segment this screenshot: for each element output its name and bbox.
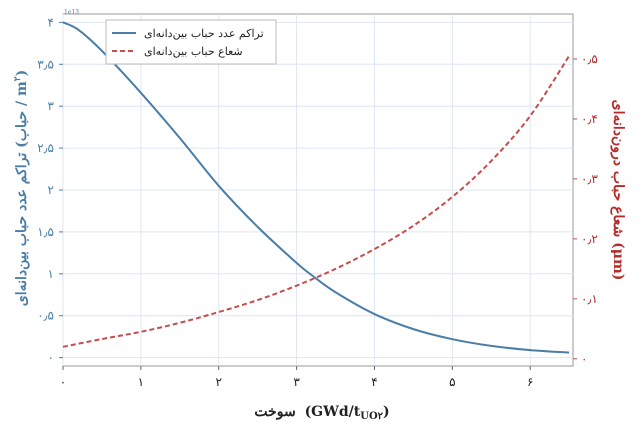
x-tick-label: ۴ [371,375,377,389]
x-tick-label: ۲ [215,375,221,389]
series-lines [62,21,570,354]
legend-label-density: تراکم عدد حباب بین‌دانه‌ای [144,27,264,40]
series-line-radius [62,55,570,348]
y-right-tick-label: ۰٫۱ [581,292,598,306]
y-left-tick-label: ۴ [48,15,54,29]
y-axis-right-label: شعاع حباب درون‌دانه‌ای (μm) [610,100,626,281]
y-axis-left-label: تراکم عدد حباب بین‌دانه‌ای (حباب / m۲) [13,70,30,307]
y-left-tick-label: ۰ [48,351,54,365]
y-right-tick-label: ۰٫۵ [581,52,598,66]
grid-lines [62,14,573,366]
y-right-tick-label: ۰ [581,352,587,366]
legend-box [105,19,277,65]
y-right-tick-label: ۰٫۲ [581,232,598,246]
x-tick-label: ۵ [449,375,455,389]
y-left-tick-label: ۱٫۵ [37,225,54,239]
x-tick-label: ۱ [138,375,144,389]
y-right-tick-label: ۰٫۴ [581,112,598,126]
left-axis-multiplier: 1e13 [64,9,79,16]
y-left-tick-label: ۳٫۵ [37,57,54,71]
y-axis-left-label-close: ) [14,70,30,77]
y-left-tick-label: ۳ [48,99,55,113]
x-axis-label-prefix: سوخت [254,404,295,420]
legend-label-radius: شعاع حباب بین‌دانه‌ای [144,45,243,58]
x-axis-label-unit: (GWd/t [305,404,361,420]
x-tick-label: ۶ [527,375,533,389]
x-axis-label-unit-sub: UO۲ [360,411,383,422]
series-line-density [62,21,570,354]
x-tick-label: ۳ [293,375,300,389]
legend: تراکم عدد حباب بین‌دانه‌ای شعاع حباب بین… [105,19,277,65]
x-axis-label-unit-close: ) [383,404,390,420]
y-left-tick-label: ۱ [48,267,54,281]
x-tick-label: ۰ [60,375,66,389]
y-left-tick-label: ۰٫۵ [37,309,54,323]
y-axis-left-label-sup: ۲ [13,76,23,81]
y-right-tick-label: ۰٫۳ [581,172,598,186]
y-left-tick-label: ۲ [48,183,54,197]
y-left-tick-label: ۲٫۵ [37,141,54,155]
tick-labels: ۰ ۱ ۲ ۳ ۴ ۵ ۶ ۰ ۰٫۵ ۱ ۱٫۵ ۲ ۲٫۵ ۳ ۳٫۵ ۴ ۰ ۰٫۱ ۰٫۲ ۰٫۳ ۰٫۴ ۰٫۵ [37,15,598,389]
y-axis-left-label-text: تراکم عدد حباب بین‌دانه‌ای (حباب / m [14,81,30,306]
x-axis-label: سوخت (GWd/tUO۲) [254,404,389,422]
